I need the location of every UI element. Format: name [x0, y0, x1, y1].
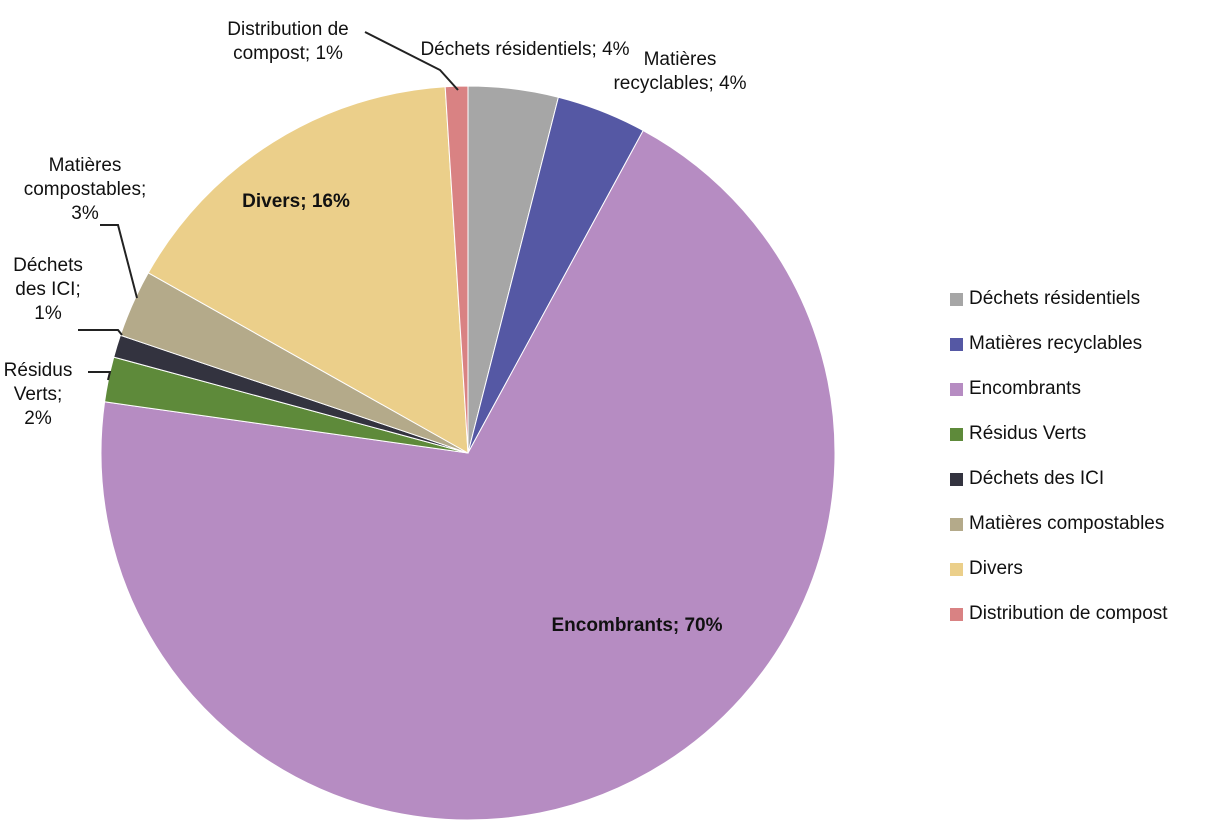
legend-label: Divers	[969, 558, 1023, 579]
legend-entry: Encombrants	[950, 378, 1081, 400]
legend-entry: Distribution de compost	[950, 603, 1168, 625]
leader-line	[364, 31, 459, 91]
legend-swatch	[950, 382, 963, 396]
data-label: Déchets des ICI; 1%	[13, 255, 83, 324]
pie-slice	[100, 129, 836, 820]
legend-label: Encombrants	[969, 378, 1081, 399]
legend-label: Déchets des ICI	[969, 468, 1105, 489]
legend-swatch	[950, 562, 963, 576]
data-label: Matières compostables; 3%	[23, 155, 147, 224]
leader-lines	[78, 31, 459, 381]
legend-swatch	[950, 607, 963, 621]
legend-entry: Divers	[950, 558, 1023, 580]
leader-line	[100, 224, 138, 299]
data-label: Résidus Verts; 2%	[3, 360, 73, 429]
pie-slice	[147, 86, 469, 454]
legend-swatch	[950, 292, 963, 306]
leader-line	[88, 371, 112, 381]
legend-entry: Matières recyclables	[950, 333, 1142, 355]
data-label: Déchets résidentiels; 4%	[420, 39, 630, 60]
data-label: Matières recyclables; 4%	[613, 49, 747, 94]
data-label: Encombrants; 70%	[551, 615, 723, 636]
legend-label: Distribution de compost	[969, 603, 1168, 624]
legend-entry: Résidus Verts	[950, 423, 1086, 445]
data-label: Divers; 16%	[242, 191, 350, 212]
leader-line	[78, 329, 123, 336]
legend-entry: Matières compostables	[950, 513, 1164, 535]
data-label: Distribution de compost; 1%	[227, 19, 349, 64]
legend-label: Déchets résidentiels	[969, 288, 1141, 309]
legend-label: Résidus Verts	[969, 423, 1087, 444]
legend-swatch	[950, 427, 963, 441]
legend-swatch	[950, 472, 963, 486]
legend-entry: Déchets résidentiels	[950, 288, 1140, 310]
legend-swatch	[950, 337, 963, 351]
legend-entry: Déchets des ICI	[950, 468, 1104, 490]
legend-label: Matières recyclables	[969, 333, 1143, 354]
pie-slice	[444, 85, 469, 454]
legend-label: Matières compostables	[969, 513, 1165, 534]
legend-swatch	[950, 517, 963, 531]
